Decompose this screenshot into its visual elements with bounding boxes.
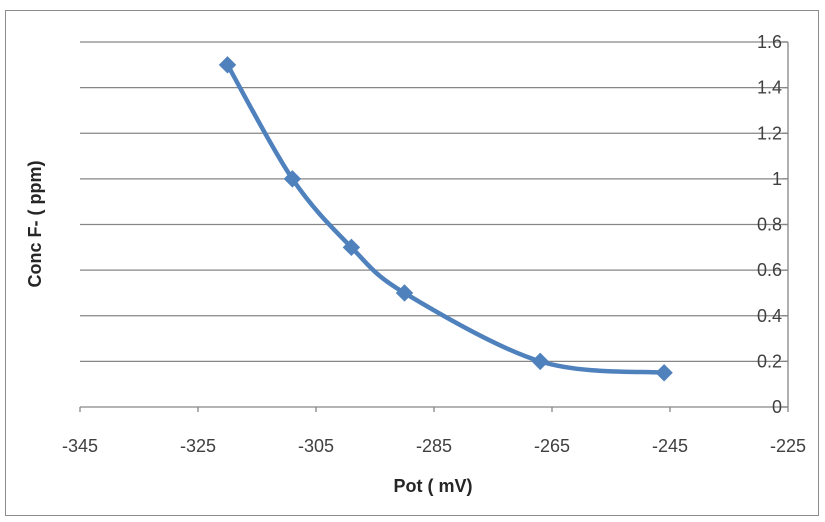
x-tick-label: -345 xyxy=(62,436,98,456)
y-tick-label: 1.4 xyxy=(757,78,782,98)
x-tick-label: -265 xyxy=(534,436,570,456)
data-point xyxy=(283,170,302,188)
data-point xyxy=(655,364,673,382)
series-layer xyxy=(218,56,673,382)
y-tick-label: 0.8 xyxy=(757,215,782,235)
y-tick-label: 0.6 xyxy=(757,260,782,280)
x-tick-label: -285 xyxy=(416,436,452,456)
data-point xyxy=(342,238,361,257)
x-axis-title: Pot ( mV) xyxy=(394,476,473,496)
chart-frame xyxy=(5,10,819,516)
y-tick-label: 0 xyxy=(772,397,782,417)
series-line-0 xyxy=(225,62,667,376)
x-tick-labels: -345 -325 -305 -285 -265 -245 -225 xyxy=(62,436,806,456)
data-point xyxy=(395,284,414,302)
x-tick-label: -305 xyxy=(298,436,334,456)
axes xyxy=(79,41,789,412)
x-tick-label: -225 xyxy=(770,436,806,456)
data-point xyxy=(531,352,549,371)
x-tick-label: -245 xyxy=(652,436,688,456)
data-point xyxy=(218,56,237,74)
gridlines xyxy=(80,41,788,363)
y-tick-label: 1 xyxy=(772,169,782,189)
y-tick-label: 1.6 xyxy=(757,32,782,52)
y-tick-labels: 0 0.2 0.4 0.6 0.8 1 1.2 1.4 1.6 xyxy=(757,32,782,417)
y-tick-label: 1.2 xyxy=(757,123,782,143)
x-tick-label: -325 xyxy=(180,436,216,456)
y-axis-title: Conc F- ( ppm) xyxy=(25,161,45,288)
y-tick-label: 0.2 xyxy=(757,351,782,371)
y-tick-label: 0.4 xyxy=(757,306,782,326)
